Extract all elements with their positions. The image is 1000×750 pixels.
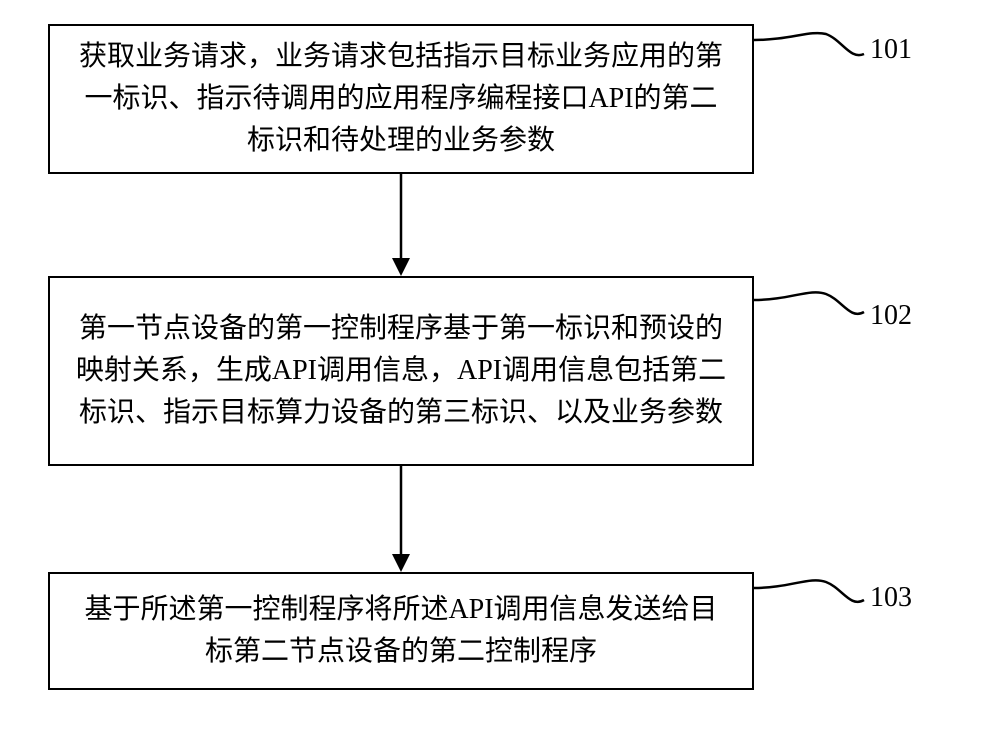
label-connector-3	[0, 0, 1000, 750]
flow-label-3-text: 103	[870, 582, 912, 613]
flowchart-canvas: 获取业务请求，业务请求包括指示目标业务应用的第一标识、指示待调用的应用程序编程接…	[0, 0, 1000, 750]
flow-label-3: 103	[870, 582, 912, 614]
